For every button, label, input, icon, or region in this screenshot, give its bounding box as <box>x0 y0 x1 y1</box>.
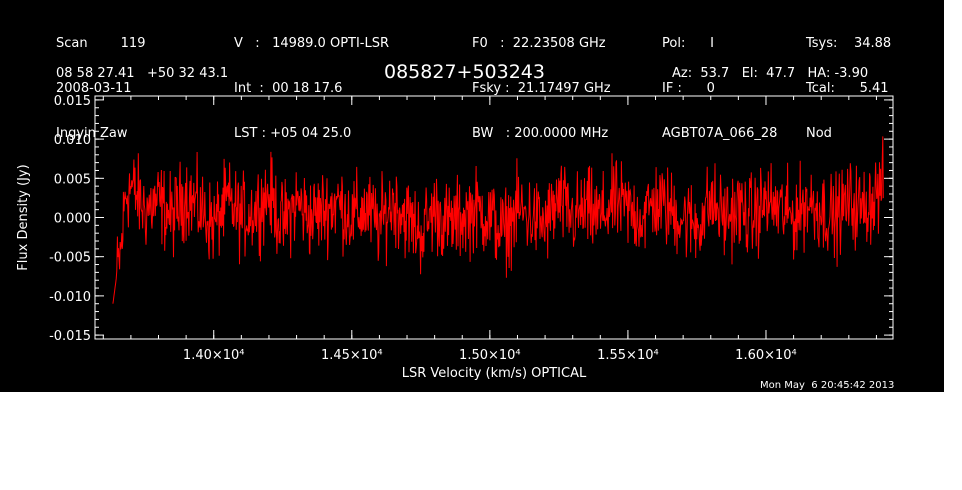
timestamp-label: Mon May 6 20:45:42 2013 <box>760 380 895 391</box>
source-name: 085827+503243 <box>384 61 545 83</box>
observer-label: Ingyin Zaw <box>56 126 128 141</box>
y-tick-label: 0.000 <box>54 212 91 227</box>
y-tick-label: -0.005 <box>49 251 91 266</box>
tcal-label: Tcal: 5.41 <box>806 81 889 96</box>
project-label: AGBT07A_066_28 <box>662 126 778 141</box>
y-tick-label: 0.015 <box>54 94 91 109</box>
header-col-velocity: V : 14989.0 OPTI-LSR Int : 00 18 17.6 LS… <box>234 6 389 156</box>
header-col-pol: Pol: I IF : 0 AGBT07A_066_28 <box>662 6 777 156</box>
scan-label: Scan 119 <box>56 36 146 51</box>
spectrum-trace <box>112 136 884 304</box>
x-tick-label: 1.60×10⁴ <box>735 348 797 363</box>
y-tick-label: -0.015 <box>49 329 91 344</box>
y-tick-label: -0.010 <box>49 290 91 305</box>
header-col-tsys: Tsys: 34.88 Tcal: 5.41 Nod <box>806 6 891 156</box>
integration-label: Int : 00 18 17.6 <box>234 81 343 96</box>
date-label: 2008-03-11 <box>56 81 132 96</box>
lst-label: LST : +05 04 25.0 <box>234 126 352 141</box>
y-tick-label: 0.005 <box>54 172 91 187</box>
x-tick-label: 1.40×10⁴ <box>183 348 245 363</box>
x-tick-label: 1.50×10⁴ <box>459 348 521 363</box>
f0-label: F0 : 22.23508 GHz <box>472 36 606 51</box>
velocity-label: V : 14989.0 OPTI-LSR <box>234 36 390 51</box>
fsky-label: Fsky : 21.17497 GHz <box>472 81 611 96</box>
y-tick-label: 0.010 <box>54 133 91 148</box>
bandwidth-label: BW : 200.0000 MHz <box>472 126 609 141</box>
spectrum-chart: 0.015 0.010 0.005 0.000 -0.005 -0.010 -0.015 1.… <box>16 94 894 381</box>
x-tick-label: 1.55×10⁴ <box>597 348 659 363</box>
pointing-label: Az: 53.7 El: 47.7 HA: -3.90 <box>672 66 869 81</box>
header-col-frequency: F0 : 22.23508 GHz Fsky : 21.17497 GHz BW… <box>472 6 611 156</box>
coordinates-label: 08 58 27.41 +50 32 43.1 <box>56 66 229 81</box>
y-axis-label: Flux Density (Jy) <box>16 164 31 270</box>
x-axis-label: LSR Velocity (km/s) OPTICAL <box>402 366 587 381</box>
x-tick-label: 1.45×10⁴ <box>321 348 383 363</box>
procedure-label: Nod <box>806 126 832 141</box>
header-col-scan: Scan 119 2008-03-11 Ingyin Zaw <box>56 6 145 156</box>
tsys-label: Tsys: 34.88 <box>806 36 892 51</box>
pol-label: Pol: I <box>662 36 714 51</box>
if-label: IF : 0 <box>662 81 715 96</box>
